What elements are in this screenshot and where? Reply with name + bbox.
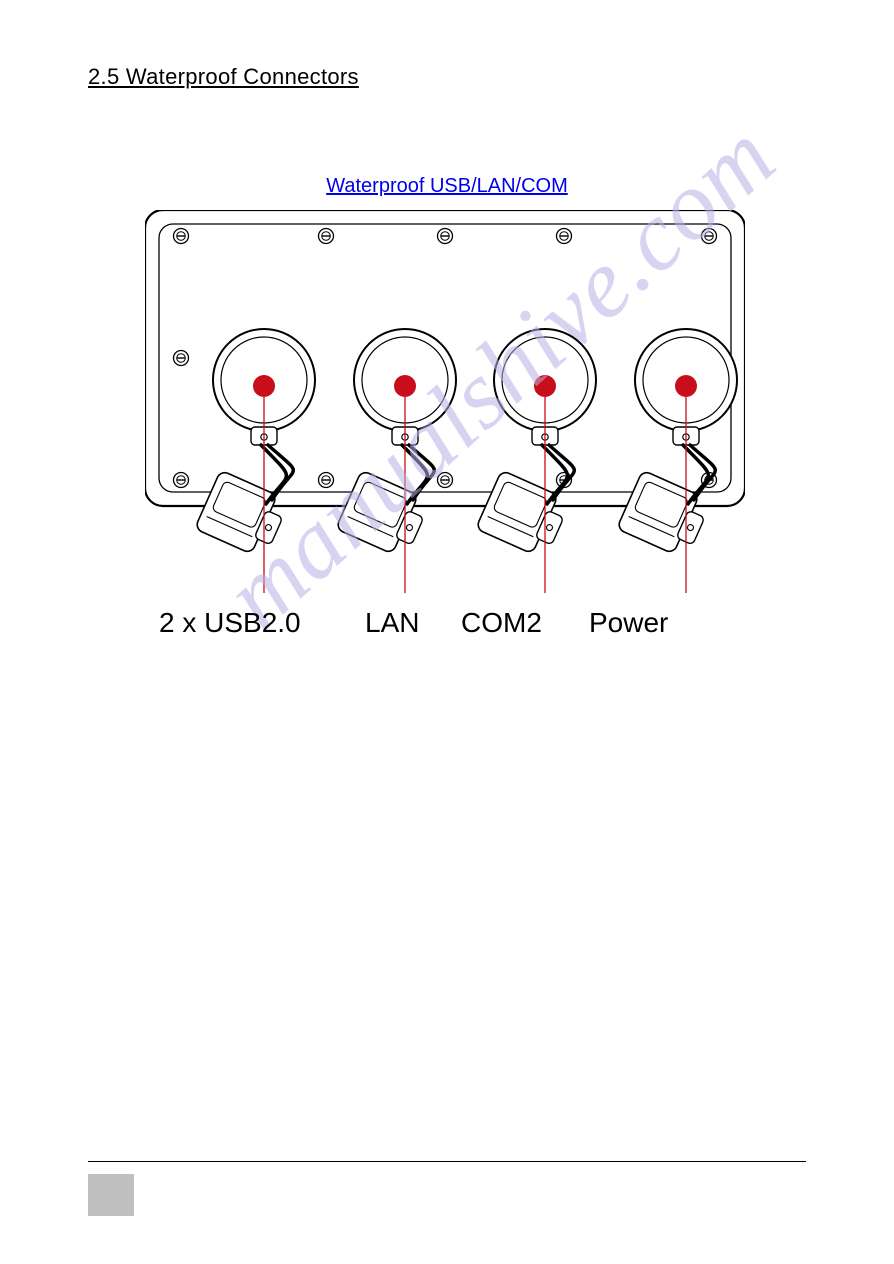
port-label: 2 x USB2.0: [159, 607, 301, 639]
section-title: 2.5 Waterproof Connectors: [88, 64, 359, 90]
connector-diagram: [145, 210, 745, 640]
port-label: Power: [589, 607, 668, 639]
footer-rule: [88, 1161, 806, 1162]
port-label: LAN: [365, 607, 419, 639]
page-number-box: [88, 1174, 134, 1216]
diagram-title: Waterproof USB/LAN/COM: [0, 175, 894, 198]
port-label: COM2: [461, 607, 542, 639]
